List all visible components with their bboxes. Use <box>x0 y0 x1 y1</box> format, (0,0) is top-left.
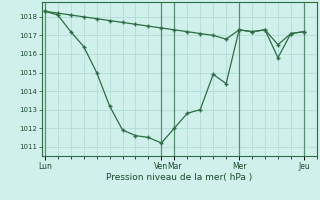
X-axis label: Pression niveau de la mer( hPa ): Pression niveau de la mer( hPa ) <box>106 173 252 182</box>
